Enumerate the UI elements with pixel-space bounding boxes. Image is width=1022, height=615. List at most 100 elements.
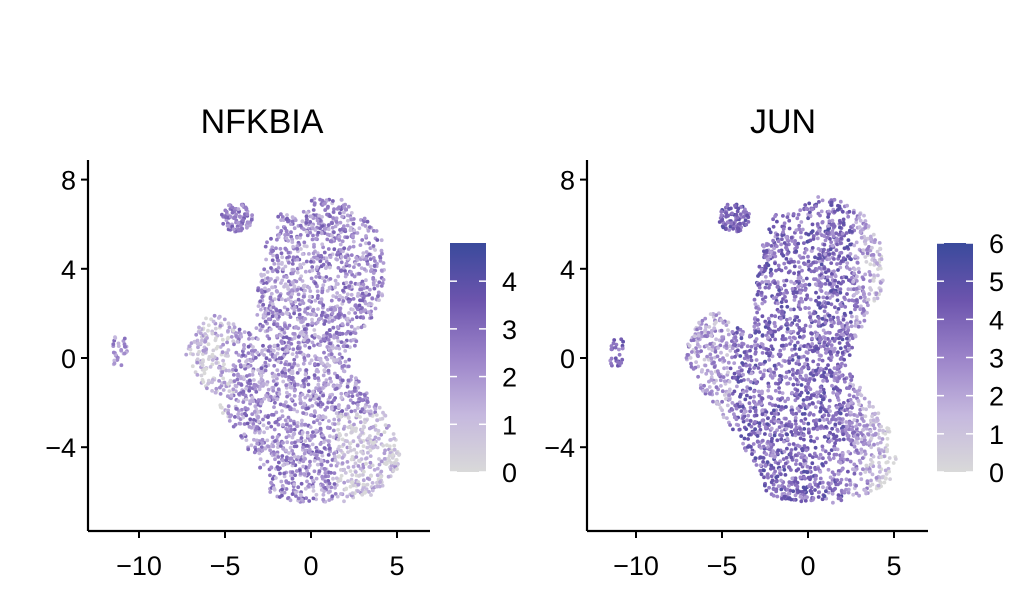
cell-point bbox=[272, 486, 276, 491]
cell-point bbox=[795, 340, 800, 345]
cell-point bbox=[288, 418, 293, 423]
cell-point bbox=[316, 396, 321, 401]
cell-point bbox=[780, 396, 785, 401]
cell-point bbox=[351, 439, 356, 444]
cell-point bbox=[302, 244, 307, 248]
cell-point bbox=[763, 325, 768, 329]
cell-point bbox=[720, 399, 724, 404]
cell-point bbox=[760, 280, 765, 285]
cell-point bbox=[869, 288, 873, 292]
cell-point bbox=[352, 447, 357, 452]
cell-point bbox=[371, 280, 376, 285]
cell-point bbox=[322, 381, 327, 385]
cell-point bbox=[345, 213, 350, 218]
cell-point bbox=[338, 242, 343, 247]
cell-point bbox=[300, 430, 305, 435]
cell-point bbox=[322, 368, 327, 373]
cell-point bbox=[845, 341, 850, 345]
cell-point bbox=[291, 347, 296, 352]
cell-point bbox=[856, 324, 861, 329]
cell-point bbox=[301, 294, 306, 299]
cell-point bbox=[291, 432, 296, 437]
cell-point bbox=[752, 324, 757, 329]
cell-point bbox=[287, 451, 291, 455]
cell-point bbox=[849, 400, 854, 405]
cell-point bbox=[379, 432, 384, 437]
cell-point bbox=[684, 356, 689, 360]
cell-point bbox=[792, 271, 796, 276]
cell-point bbox=[189, 341, 194, 345]
cell-point bbox=[319, 459, 324, 464]
cell-point bbox=[719, 384, 723, 388]
cell-point bbox=[355, 305, 359, 310]
cell-point bbox=[812, 439, 817, 444]
cell-point bbox=[823, 252, 827, 256]
cell-point bbox=[386, 474, 391, 479]
cell-point bbox=[691, 367, 696, 371]
cell-point bbox=[875, 249, 880, 254]
cell-point bbox=[207, 355, 212, 359]
cell-point bbox=[213, 338, 218, 343]
cell-point bbox=[244, 359, 248, 364]
cell-point bbox=[187, 344, 192, 349]
cell-point bbox=[316, 230, 321, 235]
cell-point bbox=[360, 255, 365, 259]
cell-point bbox=[696, 354, 700, 359]
cell-point bbox=[707, 346, 711, 351]
cell-point bbox=[358, 392, 363, 396]
cell-point bbox=[730, 346, 735, 351]
cell-point bbox=[812, 311, 816, 316]
cell-point bbox=[277, 460, 281, 465]
cell-point bbox=[234, 212, 239, 217]
cell-point bbox=[221, 358, 226, 363]
cell-point bbox=[303, 372, 308, 377]
cell-point bbox=[328, 434, 332, 439]
cell-point bbox=[352, 265, 356, 269]
cell-point bbox=[285, 461, 290, 466]
cell-point bbox=[283, 418, 288, 423]
cell-point bbox=[339, 448, 343, 453]
cell-point bbox=[835, 310, 839, 315]
cell-point bbox=[360, 238, 365, 242]
cell-point bbox=[337, 234, 342, 239]
cell-point bbox=[332, 471, 337, 475]
cell-point bbox=[241, 400, 246, 404]
cell-point bbox=[876, 483, 881, 488]
cell-point bbox=[375, 445, 380, 450]
cell-point bbox=[275, 276, 280, 280]
cell-point bbox=[354, 455, 359, 459]
cell-point bbox=[748, 419, 753, 423]
cell-point bbox=[833, 305, 837, 310]
cell-point bbox=[355, 393, 360, 397]
cell-point bbox=[781, 291, 786, 296]
cell-point bbox=[714, 385, 719, 390]
cell-point bbox=[290, 219, 295, 224]
cell-point bbox=[353, 461, 358, 466]
cell-point bbox=[271, 305, 276, 310]
cell-point bbox=[305, 311, 310, 316]
cell-point bbox=[336, 437, 341, 442]
cell-point bbox=[774, 489, 779, 494]
cell-point bbox=[766, 279, 771, 284]
cell-point bbox=[312, 414, 317, 418]
cell-point bbox=[324, 256, 329, 261]
cell-point bbox=[320, 361, 325, 366]
cell-point bbox=[341, 427, 346, 431]
cell-point bbox=[840, 350, 845, 355]
cell-point bbox=[309, 475, 314, 480]
cell-point bbox=[325, 425, 330, 430]
cell-point bbox=[355, 231, 360, 235]
cell-point bbox=[806, 427, 811, 432]
cell-point bbox=[340, 437, 345, 442]
cell-point bbox=[299, 247, 303, 251]
cell-point bbox=[772, 412, 777, 416]
cell-point bbox=[343, 285, 348, 290]
cell-point bbox=[820, 316, 825, 321]
cell-point bbox=[337, 313, 342, 318]
cell-point bbox=[803, 385, 808, 389]
cell-point bbox=[817, 266, 822, 270]
cell-point bbox=[758, 463, 763, 468]
cell-point bbox=[252, 418, 256, 422]
cell-point bbox=[358, 420, 363, 425]
cell-point bbox=[285, 390, 289, 395]
